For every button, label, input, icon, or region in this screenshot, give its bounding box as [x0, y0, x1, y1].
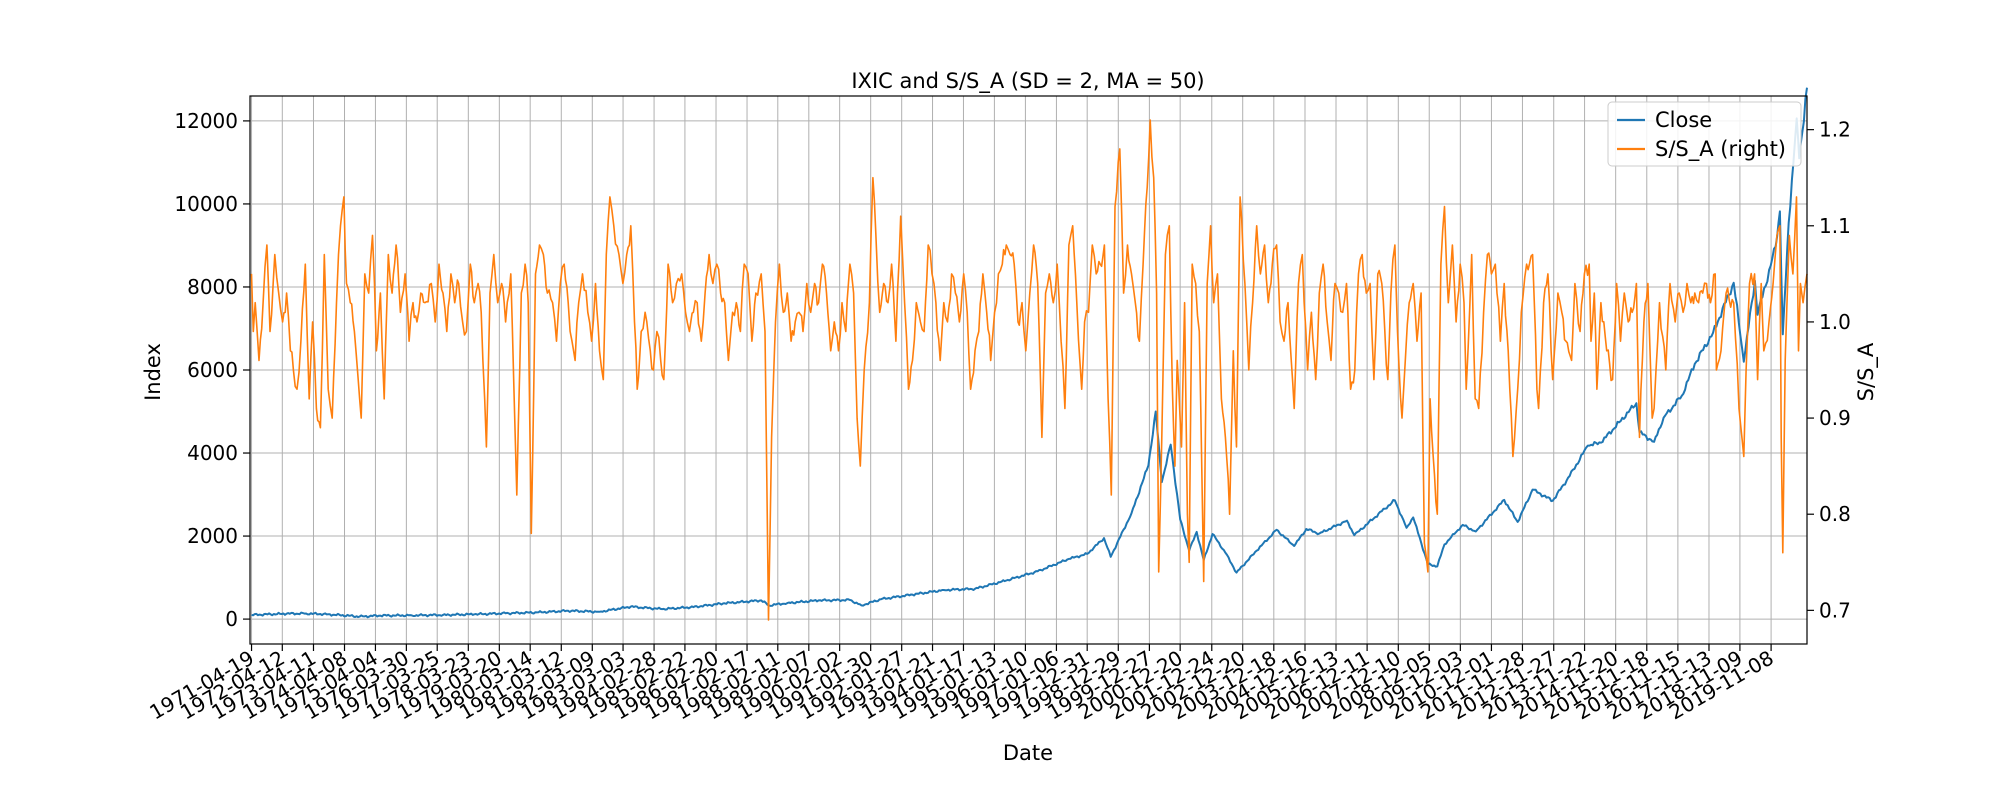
series-line-ssa: [250, 119, 1808, 621]
left-y-tick-label: 10000: [174, 192, 238, 216]
x-axis-title: Date: [1003, 741, 1053, 765]
left-y-tick-label: 2000: [187, 524, 238, 548]
left-y-tick-label: 0: [225, 607, 238, 631]
left-y-tick-label: 6000: [187, 358, 238, 382]
right-y-tick-label: 0.9: [1819, 406, 1851, 430]
legend-label-ssa: S/S_A (right): [1655, 137, 1786, 162]
right-y-tick-label: 1.0: [1819, 310, 1851, 334]
legend-box: [1607, 101, 1802, 167]
grid-lines: [250, 96, 1807, 644]
x-axis: 1971-04-191972-04-121973-04-111974-04-08…: [145, 644, 1778, 724]
right-y-tick-label: 1.1: [1819, 214, 1851, 238]
legend-label-close: Close: [1655, 108, 1712, 132]
chart-title: IXIC and S/S_A (SD = 2, MA = 50): [851, 69, 1204, 94]
series-line-close: [251, 87, 1808, 619]
left-y-tick-label: 4000: [187, 441, 238, 465]
right-y-axis: 0.7 0.8 0.9 1.0 1.1 1.2: [1807, 118, 1851, 622]
series-lines: [250, 87, 1808, 621]
right-y-tick-label: 1.2: [1819, 118, 1851, 142]
left-y-axis-title: Index: [141, 343, 165, 401]
left-y-tick-label: 12000: [174, 109, 238, 133]
right-y-axis-title: S/S_A: [1854, 342, 1879, 401]
left-y-axis: 0 2000 4000 6000 8000 10000 12000: [174, 109, 250, 631]
right-y-tick-label: 0.7: [1819, 598, 1851, 622]
left-y-tick-label: 8000: [187, 275, 238, 299]
right-y-tick-label: 0.8: [1819, 502, 1851, 526]
legend: Close S/S_A (right): [1607, 101, 1802, 167]
